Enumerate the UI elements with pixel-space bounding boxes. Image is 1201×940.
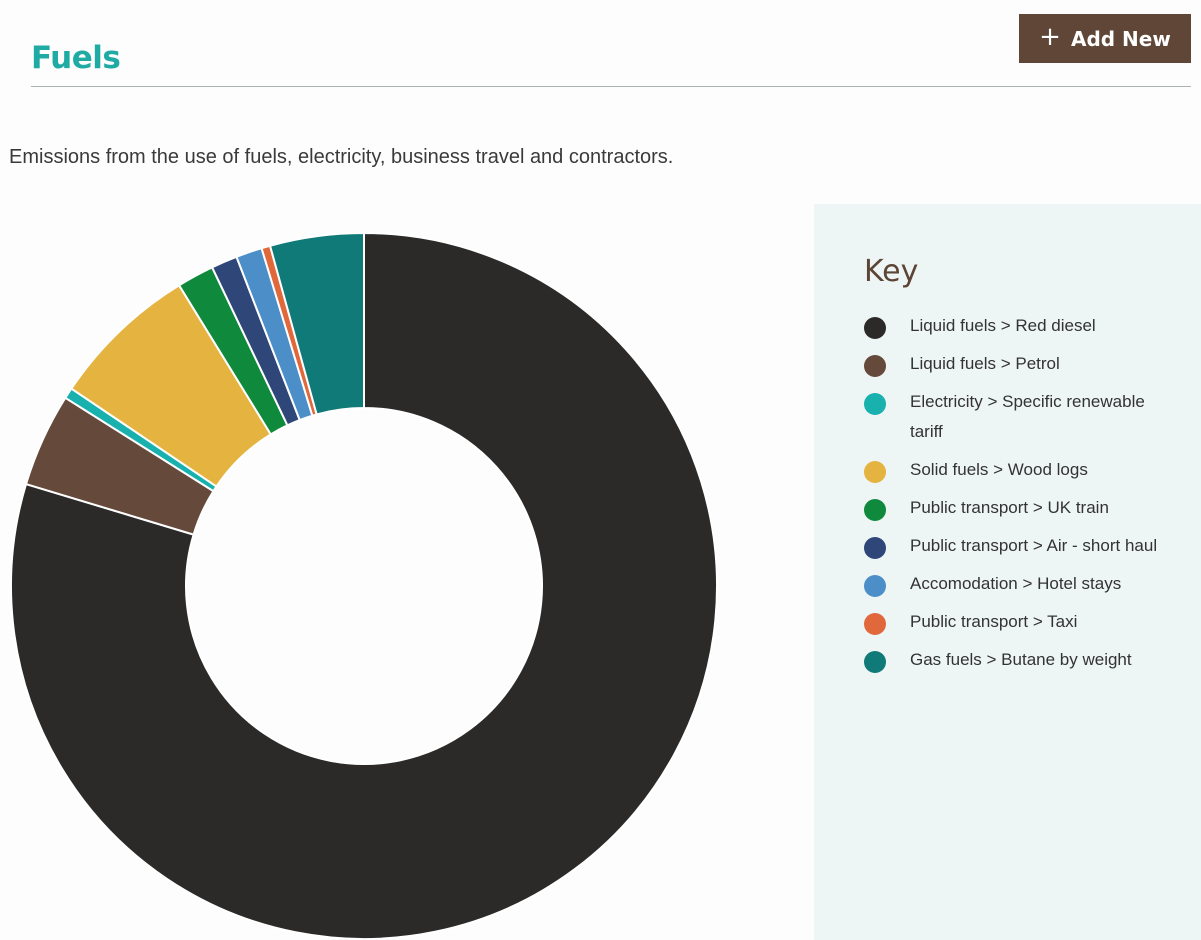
key-label: Gas fuels > Butane by weight: [910, 650, 1132, 669]
page-title: Fuels: [31, 40, 121, 76]
add-new-label: Add New: [1070, 26, 1171, 51]
key-label: Accomodation > Hotel stays: [910, 574, 1122, 593]
key-item: Public transport > UK train: [864, 493, 1181, 523]
key-swatch: [864, 575, 886, 597]
key-swatch: [864, 651, 886, 673]
plus-icon: +: [1039, 22, 1061, 52]
chart-container: [0, 225, 740, 940]
key-item: Liquid fuels > Red diesel: [864, 311, 1181, 341]
key-swatch: [864, 317, 886, 339]
key-item: Gas fuels > Butane by weight: [864, 645, 1181, 675]
key-item: Electricity > Specific renewable tariff: [864, 387, 1181, 447]
key-label: Public transport > UK train: [910, 498, 1109, 517]
key-swatch: [864, 355, 886, 377]
key-title: Key: [864, 254, 919, 289]
key-label: Electricity > Specific renewable tariff: [910, 392, 1145, 441]
page-description: Emissions from the use of fuels, electri…: [9, 146, 674, 168]
add-new-button[interactable]: + Add New: [1019, 14, 1191, 63]
key-label: Liquid fuels > Petrol: [910, 354, 1060, 373]
key-label: Public transport > Air - short haul: [910, 536, 1158, 555]
title-divider: [31, 86, 1191, 87]
donut-slice[interactable]: [268, 231, 365, 416]
key-item: Public transport > Air - short haul: [864, 531, 1181, 561]
key-item: Public transport > Taxi: [864, 607, 1181, 637]
key-list: Liquid fuels > Red diesel Liquid fuels > …: [864, 311, 1181, 675]
donut-slice[interactable]: [10, 231, 718, 940]
key-swatch: [864, 461, 886, 483]
key-item: Solid fuels > Wood logs: [864, 455, 1181, 485]
key-label: Liquid fuels > Red diesel: [910, 316, 1096, 335]
key-swatch: [864, 537, 886, 559]
key-item: Liquid fuels > Petrol: [864, 349, 1181, 379]
key-label: Solid fuels > Wood logs: [910, 460, 1088, 479]
key-panel: Key Liquid fuels > Red diesel Liquid fuel…: [814, 204, 1201, 940]
key-swatch: [864, 613, 886, 635]
key-swatch: [864, 393, 886, 415]
key-item: Accomodation > Hotel stays: [864, 569, 1181, 599]
donut-chart: [10, 231, 718, 940]
key-label: Public transport > Taxi: [910, 612, 1078, 631]
key-swatch: [864, 499, 886, 521]
